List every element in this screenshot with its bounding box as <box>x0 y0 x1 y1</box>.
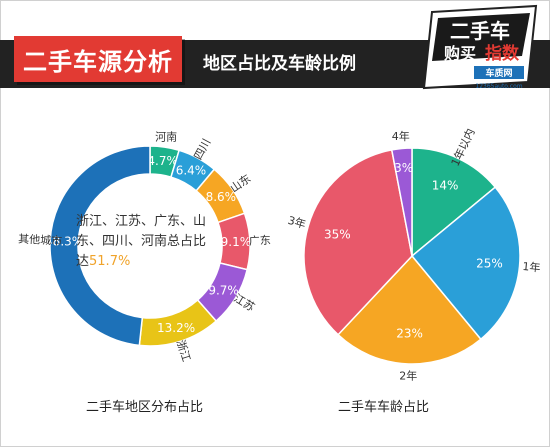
pie-slice <box>410 186 521 341</box>
donut-category-label: 其他城市 <box>18 231 63 247</box>
donut-category-label: 山东 <box>228 172 253 195</box>
pie-slice <box>337 254 482 365</box>
donut-slice <box>49 145 151 347</box>
pie-value-label: 25% <box>476 256 503 270</box>
pie-value-label: 14% <box>432 179 459 193</box>
donut-value-label: 4.7% <box>147 154 178 168</box>
donut-center-value: 51.7% <box>89 254 131 269</box>
logo-line1: 二手车 <box>450 19 510 43</box>
pie-caption: 二手车车龄占比 <box>338 400 430 415</box>
donut-category-label: 四川 <box>191 137 213 163</box>
pie-category-label: 1年以内 <box>448 126 478 168</box>
donut-value-label: 6.4% <box>176 163 207 177</box>
logo-line2a: 购买 <box>444 44 476 63</box>
pie-slice <box>411 147 497 258</box>
donut-caption: 二手车地区分布占比 <box>86 400 204 415</box>
donut-value-label: 9.1% <box>221 235 252 249</box>
pie-category-label: 4年 <box>392 129 410 143</box>
donut-value-label: 48.3% <box>45 234 83 248</box>
logo-brand: 车质网 <box>485 67 512 79</box>
logo-line2b: 指数 <box>485 43 520 64</box>
pie-value-label: 35% <box>324 227 351 241</box>
donut-value-label: 9.7% <box>208 283 239 297</box>
donut-value-label: 13.2% <box>157 321 195 335</box>
pie-value-label: 3% <box>394 161 413 175</box>
pie-slice <box>390 147 413 257</box>
pie-category-label: 2年 <box>399 368 417 382</box>
pie-category-label: 3年 <box>286 213 307 231</box>
logo-url: 12365auto.com <box>475 83 522 90</box>
pie-category-label: 1年 <box>522 259 541 275</box>
page-subtitle: 地区占比及车龄比例 <box>203 54 356 74</box>
donut-category-label: 浙江 <box>174 338 193 363</box>
pie-value-label: 23% <box>396 327 423 341</box>
donut-category-label: 江苏 <box>231 292 257 315</box>
donut-center-text: 浙江、江苏、广东、山东、四川、河南总占比达51.7% <box>76 212 216 272</box>
donut-category-label: 河南 <box>155 131 177 144</box>
donut-center-main: 浙江、江苏、广东、山东、四川、河南总占比达 <box>76 214 207 269</box>
page-title: 二手车源分析 <box>14 36 182 82</box>
brand-logo: 二手车 购买 指数 车质网 12365auto.com <box>422 4 538 90</box>
donut-category-label: 广东 <box>249 234 272 248</box>
donut-value-label: 8.6% <box>206 190 237 204</box>
pie-slice <box>303 149 413 336</box>
